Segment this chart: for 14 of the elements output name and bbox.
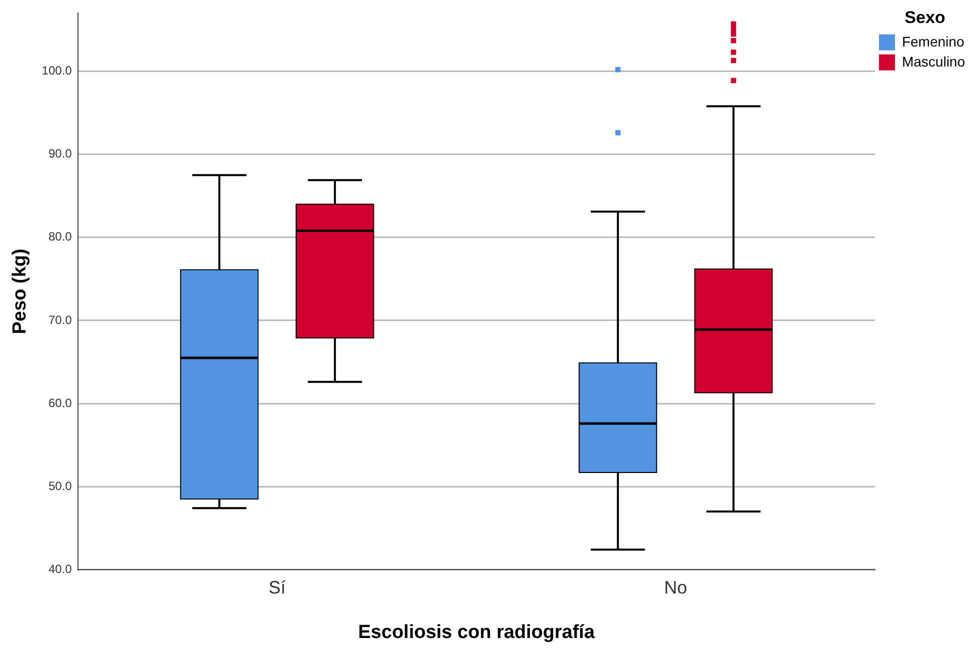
y-tick-label: 40.0 — [48, 562, 72, 576]
y-tick-label: 50.0 — [48, 478, 72, 493]
legend-title: Sexo — [904, 8, 946, 28]
y-tick-label: 70.0 — [48, 312, 72, 327]
y-tick-label: 80.0 — [48, 230, 72, 244]
y-tick-label: 100.0 — [42, 64, 72, 78]
x-tick-label: No — [664, 577, 688, 598]
x-tick-label: Sí — [268, 577, 286, 598]
legend-label: Femenino — [902, 33, 964, 50]
x-axis-title: Escoliosis con radiografía — [358, 622, 596, 643]
legend-label: Masculino — [902, 53, 966, 70]
y-tick-label: 60.0 — [48, 396, 72, 410]
y-axis-title: Peso (kg) — [10, 248, 31, 334]
y-tick-label: 90.0 — [48, 146, 72, 161]
